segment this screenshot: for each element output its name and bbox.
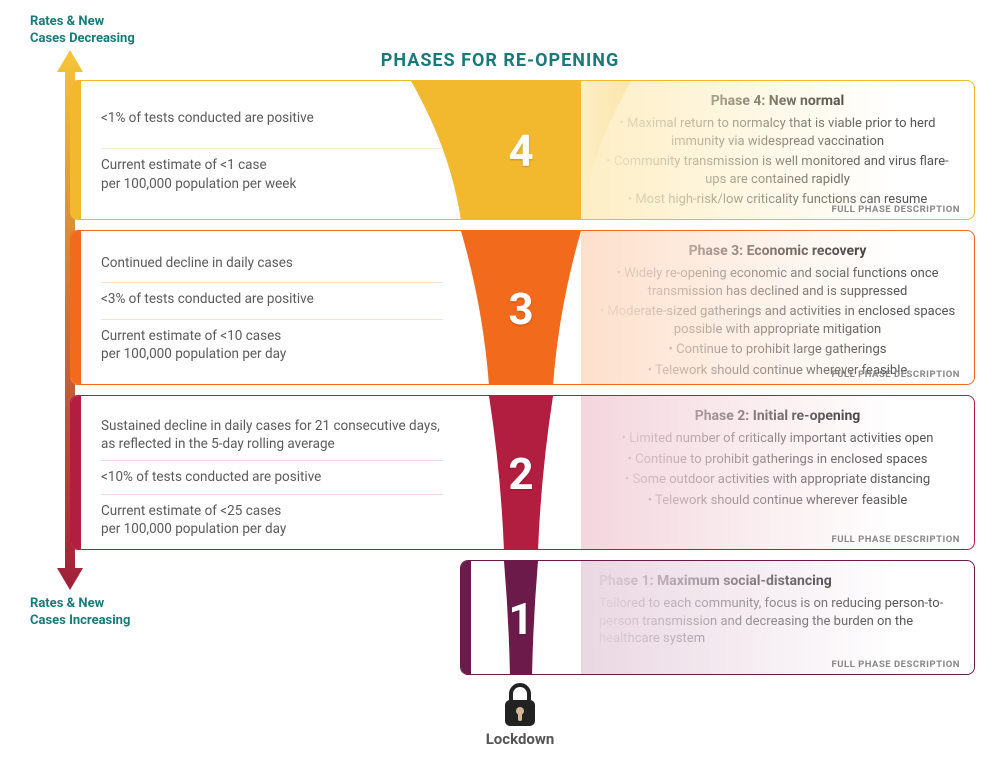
criteria-item: Current estimate of <25 casesper 100,000… — [101, 494, 443, 545]
criteria-item: Continued decline in daily cases — [101, 247, 443, 279]
lock-icon — [490, 682, 550, 732]
criteria-item: Current estimate of <10 casesper 100,000… — [101, 319, 443, 370]
phase-card-4: <1% of tests conducted are positive Curre… — [70, 80, 975, 220]
full-description-link[interactable]: FULL PHASE DESCRIPTION — [832, 534, 960, 545]
phase-tint — [581, 81, 974, 220]
phase-tint — [581, 231, 974, 385]
full-description-link[interactable]: FULL PHASE DESCRIPTION — [832, 369, 960, 380]
phase-number: 2 — [508, 448, 533, 500]
top-arrow-label: Rates & NewCases Decreasing — [30, 14, 135, 48]
phase-card-2: Sustained decline in daily cases for 21 … — [70, 395, 975, 550]
criteria-item: Sustained decline in daily cases for 21 … — [101, 410, 443, 460]
full-description-link[interactable]: FULL PHASE DESCRIPTION — [832, 659, 960, 670]
phase-card-3: Continued decline in daily cases<3% of t… — [70, 230, 975, 385]
phase-details: Phase 3: Economic recovery• Widely re-op… — [581, 231, 974, 385]
phases-list: <1% of tests conducted are positive Curre… — [70, 80, 975, 685]
criteria-item: <10% of tests conducted are positive — [101, 460, 443, 493]
phase-details: Phase 1: Maximum social-distancingTailor… — [581, 561, 974, 675]
criteria-item: <3% of tests conducted are positive — [101, 282, 443, 315]
funnel-segment: 2 — [461, 396, 581, 550]
phase-card-1: 1 Phase 1: Maximum social-distancingTail… — [460, 560, 975, 675]
funnel-segment: 3 — [461, 231, 581, 385]
lockdown-label: Lockdown — [460, 730, 580, 748]
phase-tint — [581, 561, 974, 675]
phase-criteria: Continued decline in daily cases<3% of t… — [71, 231, 461, 385]
criteria-item: Current estimate of <1 caseper 100,000 p… — [101, 148, 443, 199]
funnel-segment: 4 — [461, 81, 581, 220]
phase-number: 1 — [508, 593, 533, 645]
full-description-link[interactable]: FULL PHASE DESCRIPTION — [832, 204, 960, 215]
phase-tint — [581, 396, 974, 550]
funnel-segment: 1 — [461, 561, 581, 675]
phase-number: 4 — [508, 125, 533, 177]
phase-criteria: <1% of tests conducted are positive Curre… — [71, 81, 461, 220]
phase-details: Phase 2: Initial re-opening• Limited num… — [581, 396, 974, 550]
phase-criteria: Sustained decline in daily cases for 21 … — [71, 396, 461, 550]
phase-details: Phase 4: New normal• Maximal return to n… — [581, 81, 974, 220]
page-title: PHASES FOR RE-OPENING — [0, 50, 1000, 71]
phase-number: 3 — [508, 283, 533, 335]
criteria-item: <1% of tests conducted are positive — [101, 102, 443, 134]
